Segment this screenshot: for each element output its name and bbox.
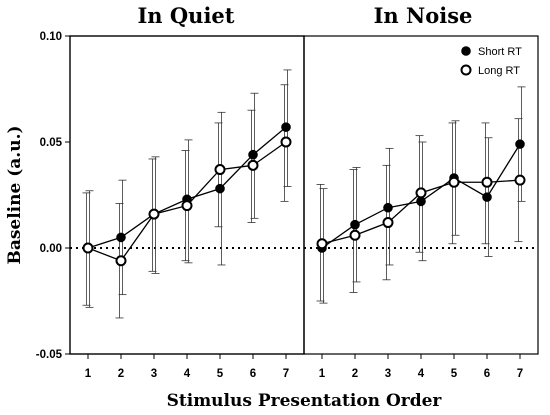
x-tick-label-1-5: 6 <box>484 368 490 380</box>
x-tick-label-0-0: 1 <box>85 368 92 380</box>
x-tick-label-1-6: 7 <box>517 368 523 380</box>
data-point-1-0-1 <box>350 219 360 230</box>
data-point-0-0-6 <box>281 122 291 132</box>
plot-area: 1 2 3 4 5 6 7 1 2 3 4 5 6 7 -0.05 0.00 0.05 0.10 Short RT L… <box>36 31 539 380</box>
data-point-1-1-2 <box>382 217 394 229</box>
x-tick-label-0-6: 7 <box>283 368 289 380</box>
x-tick-label-0-4: 5 <box>217 368 224 380</box>
data-point-1-1-6 <box>514 174 526 186</box>
data-point-0-1-0 <box>82 242 94 254</box>
data-point-0-0-1 <box>116 232 126 243</box>
y-tick-label-1: 0.00 <box>40 243 62 255</box>
y-tick-label-0: -0.05 <box>36 349 63 361</box>
x-tick-label-0-3: 4 <box>184 368 191 380</box>
data-point-1-0-6 <box>515 139 525 149</box>
x-tick-label-1-2: 3 <box>385 368 391 380</box>
data-point-0-1-6 <box>280 136 292 148</box>
panel-title-noise: In Noise <box>374 3 473 28</box>
data-point-1-0-2 <box>383 202 393 213</box>
x-tick-label-1-1: 2 <box>352 368 358 380</box>
x-tick-label-1-0: 1 <box>319 368 326 380</box>
legend-marker-1 <box>460 64 472 76</box>
data-point-1-1-5 <box>481 176 493 188</box>
x-tick-label-0-2: 3 <box>151 368 157 380</box>
data-point-0-1-3 <box>181 200 193 212</box>
data-point-1-1-4 <box>448 176 460 188</box>
series-line-0-0 <box>87 126 287 249</box>
x-tick-label-0-1: 2 <box>118 368 124 380</box>
data-point-0-1-1 <box>115 255 127 267</box>
x-tick-label-0-5: 6 <box>250 368 256 380</box>
data-point-0-1-4 <box>214 164 226 176</box>
legend-entry-1: Long RT <box>478 65 520 77</box>
x-tick-label-1-3: 4 <box>418 368 425 380</box>
legend-marker-0 <box>461 46 471 56</box>
y-axis-label: Baseline (a.u.) <box>5 125 25 264</box>
data-point-1-1-3 <box>415 187 427 199</box>
y-tick-label-3: 0.10 <box>40 31 62 43</box>
x-tick-label-1-4: 5 <box>451 368 458 380</box>
data-point-0-1-5 <box>247 159 259 171</box>
data-point-0-0-5 <box>248 149 258 160</box>
data-point-1-0-5 <box>482 192 492 202</box>
y-tick-label-2: 0.05 <box>40 137 63 149</box>
x-axis-label: Stimulus Presentation Order <box>167 391 443 411</box>
data-point-0-0-4 <box>215 183 225 194</box>
panel-title-quiet: In Quiet <box>137 3 234 28</box>
data-point-1-1-0 <box>316 238 328 250</box>
legend-entry-0: Short RT <box>478 46 522 58</box>
data-point-0-1-2 <box>148 208 160 220</box>
data-point-1-1-1 <box>349 229 361 241</box>
